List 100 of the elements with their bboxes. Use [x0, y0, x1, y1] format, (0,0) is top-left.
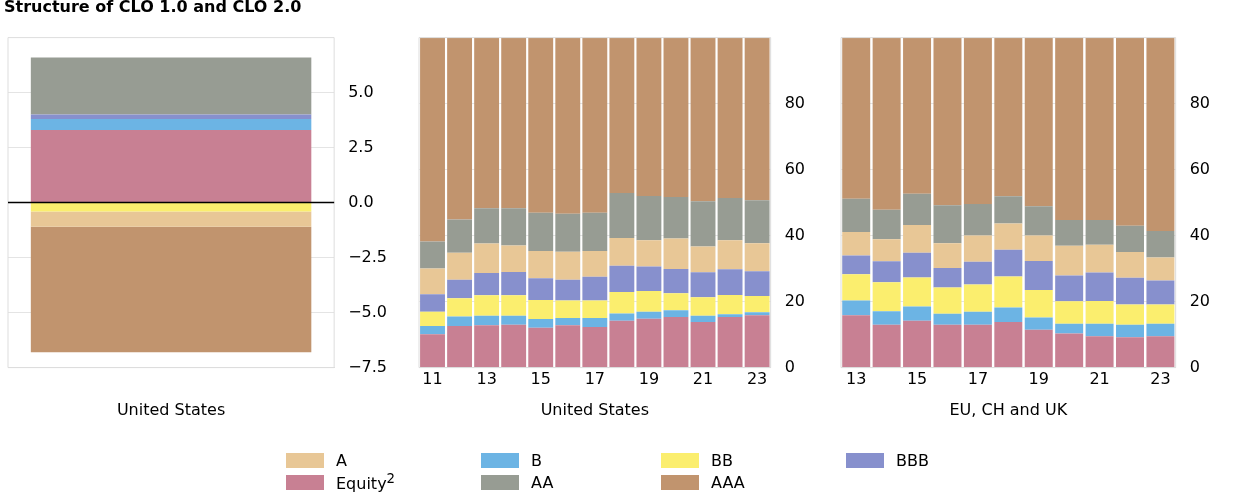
y-tick-label: −5.0 [348, 301, 388, 321]
bar [420, 294, 445, 312]
x-tick-label: 19 [1028, 369, 1049, 389]
legend-label: AA [531, 472, 554, 492]
bar [933, 205, 962, 244]
bar [994, 196, 1023, 224]
bar [474, 37, 500, 209]
bar [963, 284, 992, 312]
bar [609, 193, 635, 238]
bar [963, 324, 992, 368]
bar [872, 282, 901, 312]
x-tick-label: 15 [906, 369, 928, 389]
bar [1055, 245, 1084, 276]
bar [582, 327, 608, 368]
bar [744, 243, 770, 272]
legend-label: Equity$^{2}$ [336, 470, 396, 494]
bar [474, 243, 500, 273]
bar [933, 287, 962, 314]
bar [609, 265, 635, 293]
bar [963, 37, 992, 204]
bar [501, 245, 527, 272]
bar [1055, 220, 1084, 246]
bar [609, 320, 635, 368]
bar [1024, 235, 1053, 262]
bar [474, 208, 500, 244]
bar [528, 319, 554, 328]
bar [636, 311, 662, 319]
bar [903, 306, 932, 321]
x-tick-label: 23 [746, 369, 768, 389]
bar [994, 276, 1023, 308]
bar [555, 37, 581, 214]
bar [1024, 290, 1053, 318]
bar [1116, 225, 1144, 253]
y-tick-label: 2.5 [348, 136, 374, 156]
x-tick-label: 23 [1150, 369, 1171, 389]
bar [663, 37, 689, 197]
bar [420, 241, 445, 269]
bar [447, 279, 473, 299]
x-tick-label: 13 [476, 369, 497, 389]
bar [555, 300, 581, 319]
bar [420, 37, 445, 242]
bar [690, 315, 716, 323]
bar [717, 37, 743, 198]
bar [842, 37, 871, 199]
bar [555, 318, 581, 326]
x-axis-title: EU, CH and UK [949, 399, 1068, 419]
bar [1055, 301, 1084, 324]
y-tick-label: 60 [784, 158, 805, 178]
bar [501, 208, 527, 246]
y-tick-label: 20 [1189, 290, 1210, 310]
bar [1085, 323, 1114, 337]
bar [872, 37, 901, 210]
bar [1116, 324, 1144, 338]
bar [420, 334, 445, 368]
bar [717, 295, 743, 315]
bar [744, 200, 770, 244]
bar [1146, 257, 1175, 281]
bar [690, 297, 716, 316]
bar [636, 240, 662, 267]
bar [1116, 252, 1144, 278]
bar [872, 311, 901, 325]
bar [447, 252, 473, 280]
bar [933, 324, 962, 368]
bar [1116, 304, 1144, 325]
bar [842, 274, 871, 301]
bar [609, 37, 635, 194]
bar [447, 326, 473, 368]
bar [636, 291, 662, 312]
bar [501, 324, 527, 368]
bar [663, 268, 689, 294]
bar [663, 196, 689, 239]
bar [501, 295, 527, 316]
bar [1085, 220, 1114, 245]
bar [582, 37, 608, 213]
x-tick-label: 15 [530, 369, 551, 389]
x-tick-label: 13 [846, 369, 867, 389]
bar [744, 315, 770, 368]
bar [528, 327, 554, 368]
bar [690, 246, 716, 273]
bar [903, 193, 932, 226]
bar [1116, 337, 1144, 368]
bar [690, 201, 716, 247]
bar [933, 267, 962, 288]
bar [1146, 323, 1175, 337]
bar [1055, 275, 1084, 302]
bar [474, 315, 500, 326]
bar [501, 315, 527, 325]
y-tick-label: 40 [1189, 224, 1210, 244]
bar [994, 223, 1023, 250]
bar [1085, 244, 1114, 273]
bar [1024, 261, 1053, 291]
bar [994, 37, 1023, 197]
legend-label: BB [711, 450, 733, 470]
bar [1055, 333, 1084, 368]
x-tick-label: 21 [692, 369, 714, 389]
bar [420, 326, 445, 335]
bar [690, 272, 716, 298]
x-tick-label: 21 [1089, 369, 1110, 389]
x-tick-label: 19 [638, 369, 660, 389]
bar [555, 279, 581, 301]
